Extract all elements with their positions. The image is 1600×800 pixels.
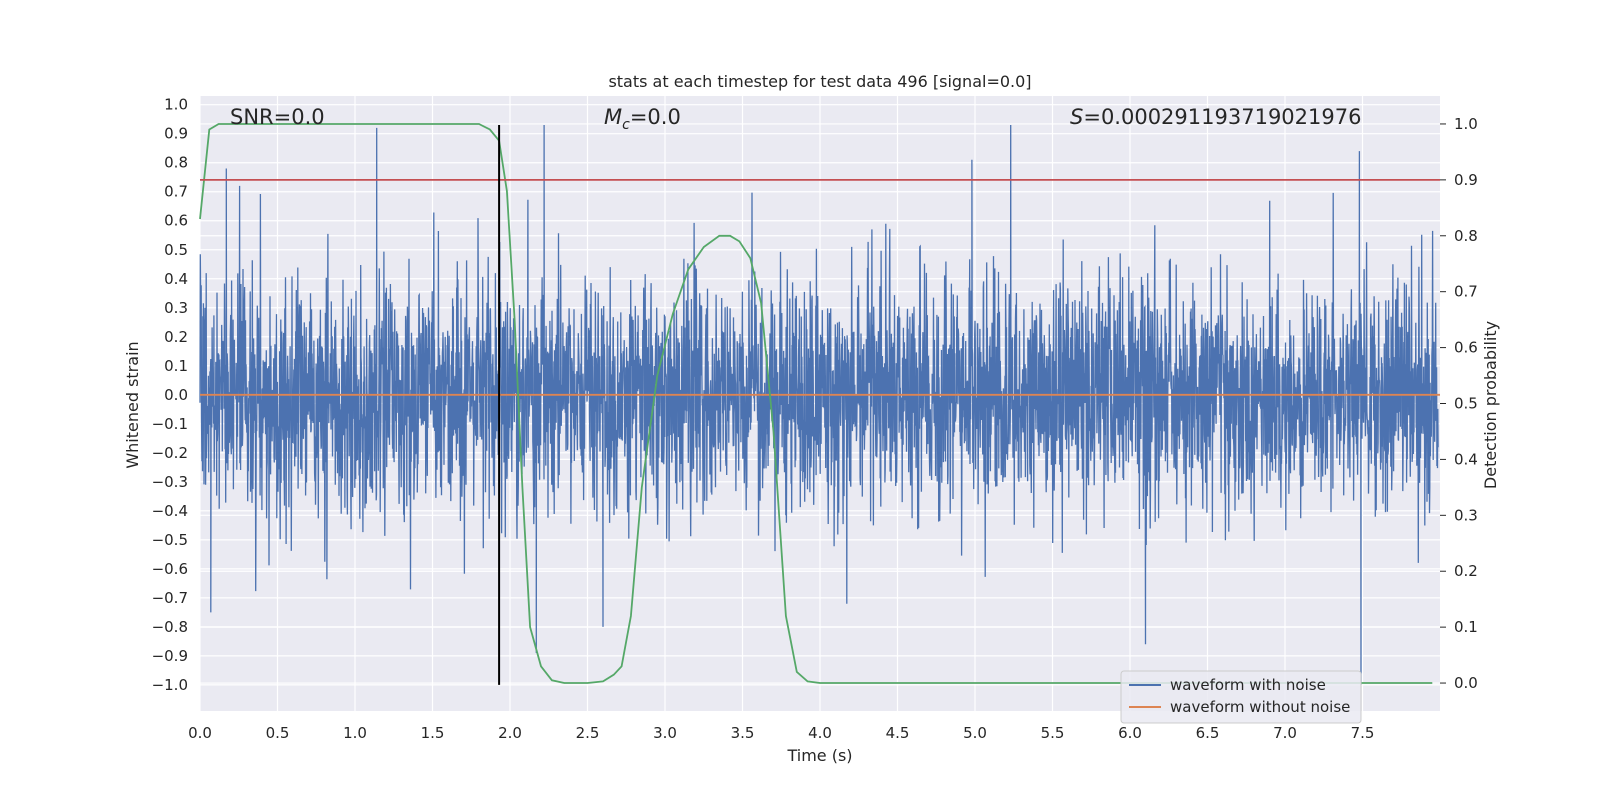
x-tick-label: 2.0	[498, 724, 522, 742]
x-tick-label: 2.5	[576, 724, 600, 742]
y-tick-label: −0.9	[152, 647, 188, 665]
y2-tick-label: 0.3	[1454, 506, 1478, 524]
y2-tick-label: 0.9	[1454, 171, 1478, 189]
y-tick-label: 0.3	[164, 299, 188, 317]
x-tick-label: 6.0	[1118, 724, 1142, 742]
y-tick-label: 0.7	[164, 183, 188, 201]
x-tick-label: 5.5	[1041, 724, 1065, 742]
chirp-mass-annotation: Mc=0.0	[604, 105, 681, 133]
x-tick-label: 0.5	[266, 724, 290, 742]
y2-tick-label: 0.4	[1454, 450, 1478, 468]
chirp-mass-symbol: M	[604, 105, 622, 129]
x-tick-label: 6.5	[1196, 724, 1220, 742]
chart-title: stats at each timestep for test data 496…	[608, 72, 1031, 91]
y2-tick-label: 0.0	[1454, 674, 1478, 692]
y-tick-label: −0.1	[152, 415, 188, 433]
x-tick-label: 3.5	[731, 724, 755, 742]
legend: waveform with noise waveform without noi…	[1120, 670, 1362, 724]
y-tick-label: −0.6	[152, 560, 188, 578]
legend-box	[1120, 670, 1362, 724]
s-annotation: S=0.000291193719021976	[1070, 105, 1361, 129]
chirp-mass-subscript: c	[622, 117, 630, 133]
noise-series	[199, 124, 1439, 685]
y-tick-label: 0.1	[164, 357, 188, 375]
snr-annotation: SNR=0.0	[230, 105, 325, 129]
y2-tick-label: 1.0	[1454, 115, 1478, 133]
y-tick-label: −0.4	[152, 502, 188, 520]
y2-axis-label: Detection probability	[1481, 321, 1500, 489]
y2-tick-label: 0.6	[1454, 339, 1478, 357]
x-tick-label: 1.0	[343, 724, 367, 742]
x-tick-label: 7.5	[1351, 724, 1375, 742]
chirp-mass-value: =0.0	[630, 105, 681, 129]
y2-tick-label: 0.5	[1454, 395, 1478, 413]
y-tick-label: 0.8	[164, 154, 188, 172]
waveform-with-noise-line	[199, 124, 1439, 685]
y-tick-label: 1.0	[164, 96, 188, 114]
y-axis-label: Whitened strain	[123, 341, 142, 468]
y-tick-label: −0.3	[152, 473, 188, 491]
x-tick-label: 1.5	[421, 724, 445, 742]
y-tick-label: 0.5	[164, 241, 188, 259]
s-value: =0.000291193719021976	[1083, 105, 1361, 129]
y-tick-label: 0.4	[164, 270, 188, 288]
y2-tick-label: 0.2	[1454, 562, 1478, 580]
x-tick-label: 3.0	[653, 724, 677, 742]
x-tick-label: 7.0	[1273, 724, 1297, 742]
s-symbol: S	[1070, 105, 1083, 129]
x-tick-label: 5.0	[963, 724, 987, 742]
y2-tick-label: 0.8	[1454, 227, 1478, 245]
x-axis-label: Time (s)	[786, 746, 852, 765]
y-tick-label: −0.5	[152, 531, 188, 549]
y-tick-label: −1.0	[152, 676, 188, 694]
x-ticks: 0.0 0.5 1.0 1.5 2.0 2.5 3.0 3.5 4.0 4.5 5.0 5.5 6.0 6…	[188, 724, 1374, 742]
y-tick-label: −0.8	[152, 618, 188, 636]
line-series	[199, 123, 1440, 685]
y-tick-label: −0.7	[152, 589, 188, 607]
y-tick-label: 0.9	[164, 125, 188, 143]
y-tick-label: 0.6	[164, 212, 188, 230]
legend-label-noise: waveform with noise	[1170, 676, 1326, 694]
y2-tick-label: 0.7	[1454, 283, 1478, 301]
y-tick-label: −0.2	[152, 444, 188, 462]
x-tick-label: 4.0	[808, 724, 832, 742]
y-tick-label: 0.0	[164, 386, 188, 404]
y-ticks: 1.0 0.9 0.8 0.7 0.6 0.5 0.4 0.3 0.2 0.1 0.0 −0.1 −0.…	[152, 96, 188, 694]
x-tick-label: 0.0	[188, 724, 212, 742]
legend-label-clean: waveform without noise	[1170, 698, 1350, 716]
x-tick-label: 4.5	[886, 724, 910, 742]
y-tick-label: 0.2	[164, 328, 188, 346]
y2-ticks: 1.0 0.9 0.8 0.7 0.6 0.5 0.4 0.3 0.2 0.1 0.0	[1440, 115, 1478, 692]
detection-probability-line	[199, 123, 1433, 684]
y2-tick-label: 0.1	[1454, 618, 1478, 636]
